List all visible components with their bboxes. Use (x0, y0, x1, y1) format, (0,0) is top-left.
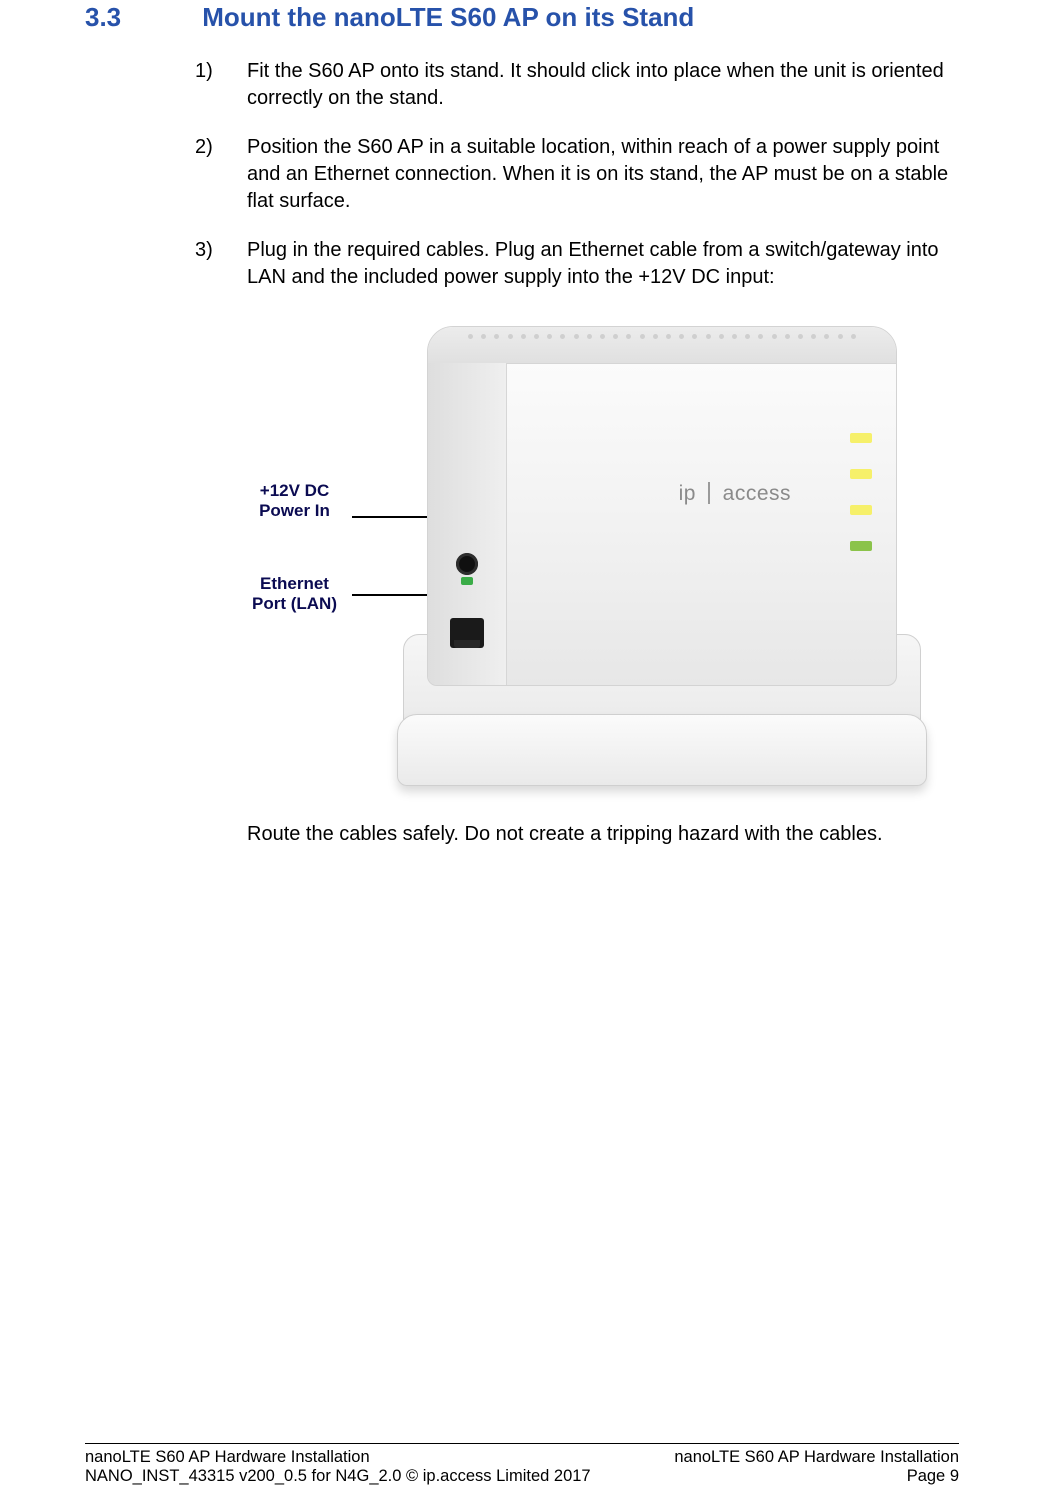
device-side-panel (428, 363, 507, 685)
step-number: 2) (195, 134, 247, 215)
section-number: 3.3 (85, 2, 195, 33)
document-page: 3.3 Mount the nanoLTE S60 AP on its Stan… (0, 0, 1044, 1506)
brand-left: ip (679, 482, 696, 505)
device-figure: +12V DCPower In EthernetPort (LAN) ip (247, 316, 957, 796)
section-heading: 3.3 Mount the nanoLTE S60 AP on its Stan… (85, 0, 959, 33)
list-item: 3) Plug in the required cables. Plug an … (195, 237, 959, 291)
footer-row: NANO_INST_43315 v200_0.5 for N4G_2.0 © i… (85, 1467, 959, 1486)
step-number: 1) (195, 58, 247, 112)
footer-left-title: nanoLTE S60 AP Hardware Installation (85, 1448, 370, 1467)
device-body: ip access (427, 326, 897, 686)
device-stand-front (397, 714, 927, 786)
led-indicator (850, 541, 872, 551)
section-title: Mount the nanoLTE S60 AP on its Stand (202, 2, 694, 32)
footer-left-meta: NANO_INST_43315 v200_0.5 for N4G_2.0 © i… (85, 1467, 591, 1486)
list-item: 1) Fit the S60 AP onto its stand. It sho… (195, 58, 959, 112)
footer-right-title: nanoLTE S60 AP Hardware Installation (674, 1448, 959, 1467)
page-footer: nanoLTE S60 AP Hardware Installation nan… (85, 1443, 959, 1486)
list-item: 2) Position the S60 AP in a suitable loc… (195, 134, 959, 215)
ethernet-lan-port (450, 618, 484, 648)
brand-separator (708, 482, 710, 504)
vent-holes (468, 334, 856, 356)
led-indicator (850, 433, 872, 443)
steps-list: 1) Fit the S60 AP onto its stand. It sho… (195, 58, 959, 291)
footer-page-number: Page 9 (907, 1467, 959, 1486)
status-leds (850, 407, 880, 577)
callout-ethernet-lan: EthernetPort (LAN) (237, 574, 352, 613)
post-figure-text: Route the cables safely. Do not create a… (247, 821, 959, 848)
step-number: 3) (195, 237, 247, 291)
callout-dc-power: +12V DCPower In (237, 481, 352, 520)
step-text: Plug in the required cables. Plug an Eth… (247, 237, 959, 291)
led-indicator (850, 469, 872, 479)
footer-row: nanoLTE S60 AP Hardware Installation nan… (85, 1448, 959, 1467)
step-text: Position the S60 AP in a suitable locati… (247, 134, 959, 215)
led-indicator (850, 505, 872, 515)
dc-power-port (456, 553, 478, 575)
step-text: Fit the S60 AP onto its stand. It should… (247, 58, 959, 112)
brand-right: access (723, 482, 791, 505)
device-illustration: ip access (397, 326, 927, 786)
device-top-panel (428, 327, 896, 364)
device-brand-label: ip access (679, 482, 791, 506)
